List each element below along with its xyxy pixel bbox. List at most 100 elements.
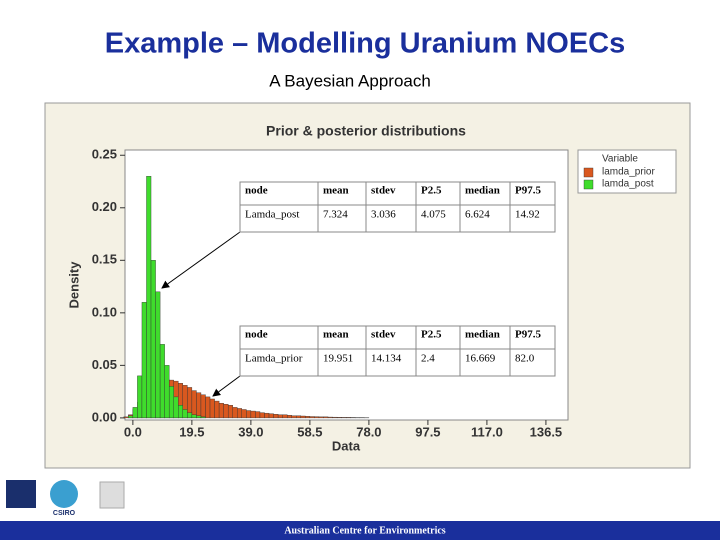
bar	[218, 402, 224, 419]
table-header: mean	[323, 329, 349, 341]
bar	[268, 413, 274, 419]
table-cell: 2.4	[421, 353, 435, 365]
x-tick-label: 39.0	[238, 424, 263, 439]
legend-swatch	[583, 179, 594, 190]
bar	[164, 365, 170, 419]
logos: CSIRO	[6, 480, 125, 517]
bar	[214, 400, 220, 419]
legend-label: lamda_prior	[602, 167, 655, 178]
logo	[50, 480, 78, 508]
y-axis-label: Density	[66, 261, 81, 309]
x-tick-label: 58.5	[297, 424, 322, 439]
arrow	[212, 375, 241, 397]
x-tick-label: 97.5	[415, 424, 440, 439]
bar	[286, 415, 292, 419]
y-tick-label: 0.25	[92, 147, 117, 162]
logo	[99, 481, 125, 509]
x-tick-label: 117.0	[471, 424, 503, 439]
table-header: node	[245, 329, 268, 341]
bar	[309, 416, 315, 419]
bar	[200, 416, 206, 419]
bar	[246, 410, 252, 419]
bar	[223, 404, 229, 419]
table-cell: 16.669	[465, 353, 496, 365]
y-tick-label: 0.15	[92, 252, 117, 267]
legend-swatch	[583, 167, 594, 178]
y-tick-label: 0.05	[92, 357, 117, 372]
bar	[318, 416, 324, 419]
bar	[173, 396, 179, 419]
table-cell: 19.951	[323, 353, 353, 365]
bar	[282, 414, 288, 419]
logo	[6, 480, 36, 508]
bar	[277, 414, 283, 419]
bar	[168, 386, 174, 419]
bar	[300, 415, 306, 419]
table-cell: 14.92	[515, 209, 540, 221]
y-tick-label: 0.10	[92, 304, 117, 319]
bar	[155, 291, 161, 419]
table-header: P97.5	[515, 329, 541, 341]
bar	[182, 409, 188, 419]
table-cell: 3.036	[371, 209, 396, 221]
x-tick-label: 19.5	[179, 424, 204, 439]
bar	[273, 414, 279, 419]
bar	[200, 394, 206, 419]
x-tick-label: 0.0	[124, 424, 142, 439]
bar	[255, 411, 261, 419]
bar	[159, 344, 165, 419]
bar	[250, 410, 256, 419]
slide-subtitle: A Bayesian Approach	[269, 71, 431, 90]
legend-label: lamda_post	[602, 179, 654, 190]
x-tick-label: 136.5	[530, 424, 563, 439]
table-cell: 6.624	[465, 209, 490, 221]
bar	[241, 409, 247, 419]
bar	[314, 416, 320, 419]
bar	[196, 415, 202, 419]
bars	[123, 176, 370, 419]
table-cell: 82.0	[515, 353, 535, 365]
bar	[132, 407, 138, 419]
bar	[291, 415, 297, 419]
bar	[150, 260, 156, 419]
arrow	[161, 231, 241, 289]
bar	[327, 416, 333, 419]
bar	[323, 416, 329, 419]
bar	[332, 416, 338, 419]
slide-title: Example – Modelling Uranium NOECs	[105, 28, 626, 60]
table-header: median	[465, 185, 500, 197]
bar	[205, 396, 211, 419]
table	[239, 325, 556, 377]
x-axis-label: Data	[332, 438, 361, 453]
bar	[137, 375, 143, 419]
y-tick-label: 0.20	[92, 199, 117, 214]
table-header: mean	[323, 185, 349, 197]
table-header: stdev	[371, 185, 396, 197]
bar	[259, 412, 265, 419]
bar	[191, 390, 197, 419]
bar	[128, 415, 134, 419]
table-header: P97.5	[515, 185, 541, 197]
table-cell: 14.134	[371, 353, 402, 365]
bar	[296, 415, 302, 419]
table-header: P2.5	[421, 185, 442, 197]
table-cell: Lamda_post	[245, 209, 299, 221]
table	[239, 181, 556, 233]
bar	[227, 405, 233, 419]
overlay: node mean stdev P2.5 median P97.5 Lamda_post 7.…	[161, 181, 556, 397]
bar	[237, 408, 243, 419]
logo-text: CSIRO	[53, 510, 76, 517]
table-header: P2.5	[421, 329, 442, 341]
bar	[341, 417, 347, 419]
bar	[178, 405, 183, 419]
table-header: node	[245, 185, 268, 197]
bar	[336, 417, 342, 419]
table-cell: Lamda_prior	[245, 353, 303, 365]
bar	[305, 416, 311, 419]
footer-text: Australian Centre for Environmetrics	[284, 525, 445, 536]
bar	[209, 398, 215, 419]
footer-bar	[0, 521, 720, 540]
table-header: stdev	[371, 329, 396, 341]
table-header: median	[465, 329, 500, 341]
